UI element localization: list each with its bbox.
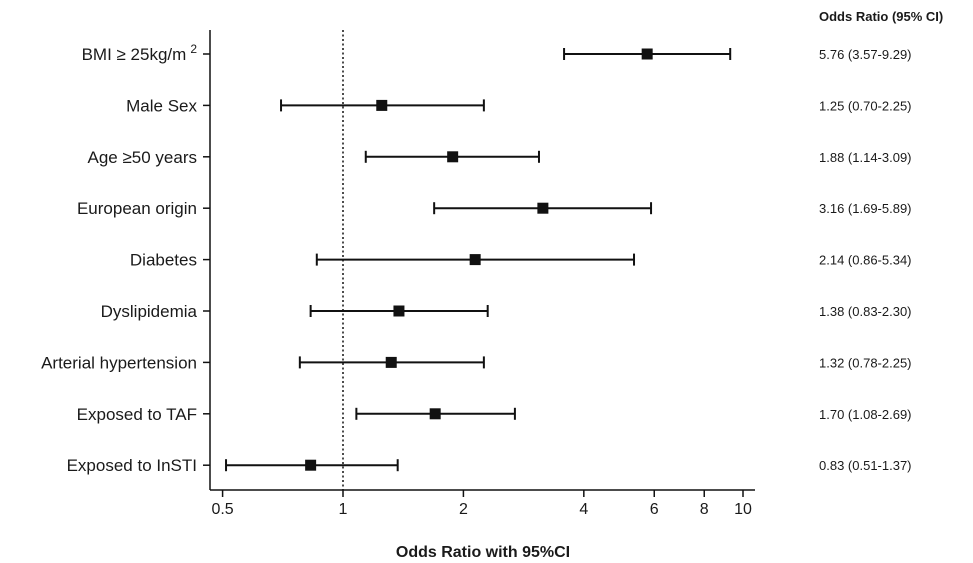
row-label: BMI ≥ 25kg/m 2 <box>82 42 198 64</box>
x-axis-ticks: 0.5 1 2 4 6 8 10 <box>211 490 752 518</box>
or-value-text: 1.25 (0.70-2.25) <box>819 98 912 113</box>
row-label: European origin <box>77 199 197 218</box>
row-label: Exposed to TAF <box>77 405 197 424</box>
x-tick-label: 2 <box>459 501 468 518</box>
or-value-text: 5.76 (3.57-9.29) <box>819 47 912 62</box>
x-tick-label: 8 <box>700 501 709 518</box>
row-label: Age ≥50 years <box>87 148 197 167</box>
x-tick-label: 1 <box>339 501 348 518</box>
row-label: Exposed to InSTI <box>67 456 197 475</box>
or-point <box>376 99 388 111</box>
row-label: Diabetes <box>130 251 197 270</box>
or-value-text: 1.38 (0.83-2.30) <box>819 304 912 319</box>
or-value-text: 1.88 (1.14-3.09) <box>819 150 912 165</box>
or-column-header: Odds Ratio (95% CI) <box>819 9 943 24</box>
x-axis-title: Odds Ratio with 95%CI <box>396 544 570 561</box>
or-point <box>305 459 317 471</box>
or-value-text: 3.16 (1.69-5.89) <box>819 201 912 216</box>
or-point <box>469 254 481 266</box>
x-tick-label: 0.5 <box>211 501 233 518</box>
or-value-text: 1.32 (0.78-2.25) <box>819 355 912 370</box>
row-label: Male Sex <box>126 96 197 115</box>
or-value-text: 0.83 (0.51-1.37) <box>819 458 912 473</box>
or-value-text: 1.70 (1.08-2.69) <box>819 407 912 422</box>
or-point <box>447 151 459 163</box>
or-point <box>537 202 549 214</box>
or-point <box>385 356 397 368</box>
row-label: Arterial hypertension <box>41 353 197 372</box>
or-point <box>393 305 405 317</box>
plot-rows: BMI ≥ 25kg/m 2 5.76 (3.57-9.29) Male Sex 1.2… <box>41 42 911 475</box>
or-point <box>429 408 441 420</box>
x-tick-label: 4 <box>579 501 588 518</box>
row-label: Dyslipidemia <box>101 302 198 321</box>
or-value-text: 2.14 (0.86-5.34) <box>819 253 912 268</box>
or-point <box>641 48 653 60</box>
x-tick-label: 10 <box>734 501 752 518</box>
x-tick-label: 6 <box>650 501 659 518</box>
